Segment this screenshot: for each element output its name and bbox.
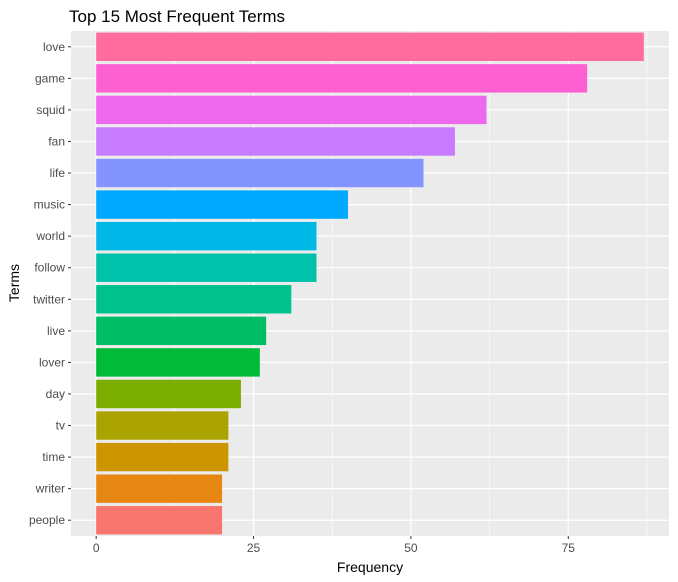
bar-game <box>96 64 588 93</box>
bars <box>96 32 644 535</box>
y-tick-label-fan: fan <box>48 134 65 148</box>
bar-day <box>96 379 241 409</box>
y-tick-label-people: people <box>29 513 65 527</box>
bar-twitter <box>96 285 292 314</box>
y-tick-label-time: time <box>42 450 65 464</box>
y-tick-label-twitter: twitter <box>33 292 65 306</box>
y-tick-label-day: day <box>46 387 65 401</box>
y-tick-label-game: game <box>35 71 65 85</box>
y-tick-label-tv: tv <box>56 419 65 433</box>
bar-music <box>96 190 348 219</box>
y-tick-label-lover: lover <box>39 355 65 369</box>
bar-life <box>96 158 424 188</box>
y-axis-title: Terms <box>6 264 22 302</box>
bar-time <box>96 442 229 472</box>
x-tick-label: 0 <box>93 541 100 555</box>
y-tick-label-music: music <box>34 198 65 212</box>
x-axis-title: Frequency <box>337 559 403 575</box>
bar-writer <box>96 474 223 503</box>
y-tick-label-squid: squid <box>36 103 65 117</box>
x-axis-ticks: 0 25 50 75 <box>93 536 575 555</box>
x-tick-label: 75 <box>562 541 576 555</box>
y-tick-label-life: life <box>50 166 66 180</box>
bar-world <box>96 221 317 251</box>
y-axis-ticks: love game squid fan life music world follow twit… <box>29 40 71 527</box>
bar-live <box>96 316 267 346</box>
y-tick-label-writer: writer <box>35 482 65 496</box>
bar-fan <box>96 127 455 156</box>
bar-people <box>96 506 223 535</box>
chart-title: Top 15 Most Frequent Terms <box>69 7 285 26</box>
bar-love <box>96 32 644 61</box>
bar-squid <box>96 95 487 125</box>
y-tick-label-love: love <box>43 40 65 54</box>
y-tick-label-live: live <box>47 324 65 338</box>
bar-tv <box>96 411 229 440</box>
y-tick-label-world: world <box>35 229 65 243</box>
bar-follow <box>96 253 317 282</box>
y-tick-label-follow: follow <box>34 261 65 275</box>
bar-lover <box>96 348 260 377</box>
x-tick-label: 50 <box>404 541 418 555</box>
x-tick-label: 25 <box>247 541 261 555</box>
